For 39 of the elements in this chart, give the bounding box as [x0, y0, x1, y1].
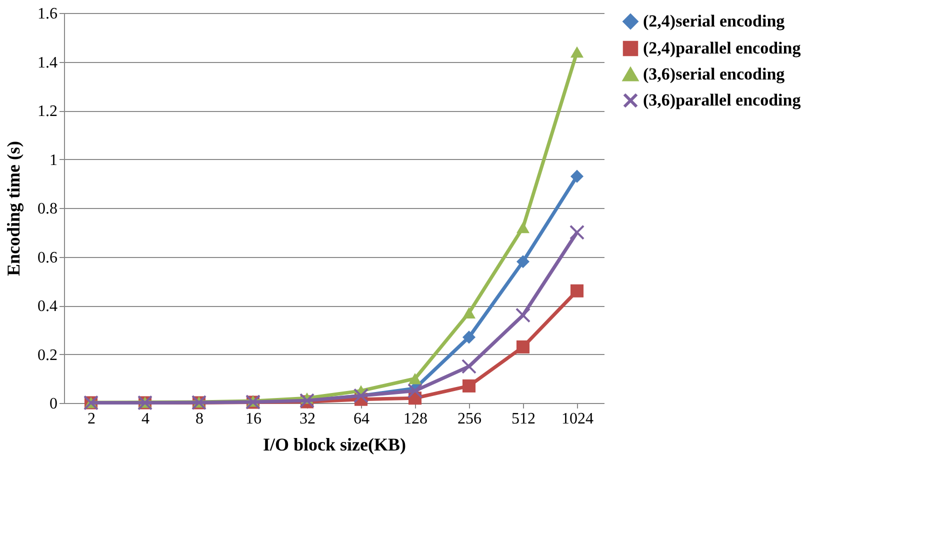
x-tick-label: 8 [196, 410, 204, 428]
point [407, 383, 423, 398]
point [570, 284, 584, 298]
point [516, 222, 530, 234]
legend-label: (3,6)parallel encoding [643, 90, 802, 110]
point [570, 170, 584, 183]
y-tick-label: 0.2 [38, 346, 58, 364]
y-tick-label: 1.2 [38, 103, 58, 120]
point [515, 308, 531, 323]
point [516, 255, 530, 268]
point [462, 307, 476, 318]
x-tick-label: 4 [142, 410, 150, 428]
x-tick-label: 64 [354, 410, 370, 428]
legend-label: (3,6)serial encoding [643, 64, 786, 84]
x-tick-label: 2 [88, 410, 96, 428]
y-tick-label: 1.4 [38, 54, 58, 72]
x-tick-label: 16 [246, 410, 262, 428]
x-tick-label: 256 [458, 410, 482, 428]
x-tick-label: 32 [300, 410, 316, 428]
y-tick-label: 0.6 [38, 249, 58, 266]
y-tick-label: 0.4 [38, 298, 58, 315]
point [462, 330, 476, 344]
x-tick-label: 128 [404, 410, 428, 428]
point [461, 358, 477, 374]
x-tick-label: 512 [512, 410, 536, 428]
point [570, 46, 584, 58]
y-tick-label: 1 [50, 152, 58, 169]
point [462, 379, 476, 392]
point [569, 224, 585, 240]
point [408, 372, 422, 384]
point [516, 340, 530, 354]
x-axis-title: I/O block size(KB) [263, 434, 406, 454]
y-tick-label: 0 [50, 396, 58, 412]
legend-label: (2,4)serial encoding [643, 12, 786, 30]
y-tick-label: 1.6 [38, 6, 58, 22]
x-tick-label: 1024 [562, 410, 594, 428]
legend-label: (2,4)parallel encoding [643, 38, 802, 58]
y-axis-title: Encoding time (s) [4, 140, 24, 276]
y-tick-label: 0.8 [38, 200, 58, 218]
